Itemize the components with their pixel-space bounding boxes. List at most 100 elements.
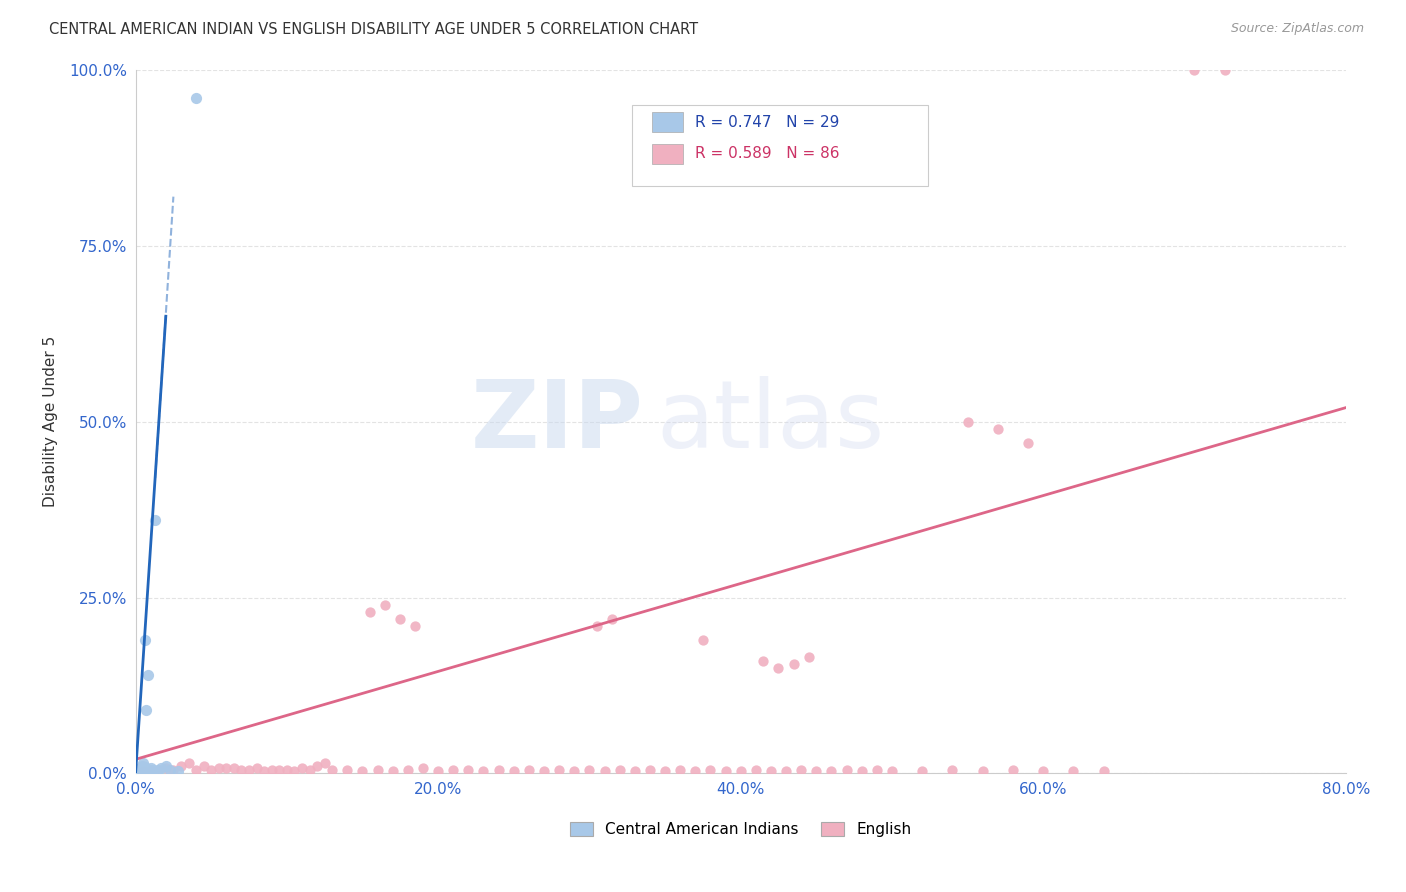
Point <box>208 761 231 775</box>
Point <box>291 761 314 775</box>
Point <box>752 654 775 668</box>
Point <box>759 764 782 779</box>
Point <box>135 703 157 717</box>
Point <box>880 764 903 779</box>
Point <box>1213 63 1236 78</box>
Point <box>472 764 495 779</box>
Point <box>148 763 170 777</box>
Point <box>136 668 159 682</box>
Point <box>517 763 540 777</box>
Point <box>134 760 156 774</box>
Point <box>142 763 165 777</box>
Point <box>139 763 162 777</box>
Point <box>359 605 381 619</box>
Point <box>231 763 253 777</box>
Point <box>806 764 828 779</box>
Point <box>298 763 321 777</box>
Point <box>260 763 283 777</box>
Point <box>1017 435 1039 450</box>
Point <box>956 415 979 429</box>
Point <box>790 763 813 777</box>
Point <box>578 763 600 777</box>
Point <box>600 612 623 626</box>
Point <box>745 763 768 777</box>
Legend: Central American Indians, English: Central American Indians, English <box>564 816 918 843</box>
Point <box>404 618 426 632</box>
Point <box>155 761 177 775</box>
Point <box>548 763 571 777</box>
Point <box>167 764 190 779</box>
Point <box>851 764 873 779</box>
Point <box>381 764 404 779</box>
Point <box>638 763 661 777</box>
Point <box>654 764 676 779</box>
Point <box>768 661 790 675</box>
Point <box>321 763 343 777</box>
Point <box>488 763 510 777</box>
Point <box>593 764 616 779</box>
Point <box>835 763 858 777</box>
Point <box>148 763 170 777</box>
Point <box>1032 764 1054 779</box>
Point <box>129 762 152 776</box>
Point <box>177 756 200 770</box>
Point <box>866 763 889 777</box>
FancyBboxPatch shape <box>631 105 928 186</box>
Point <box>1062 764 1084 779</box>
Point <box>132 756 155 770</box>
Point <box>129 761 152 775</box>
Point <box>184 91 207 105</box>
Point <box>412 761 434 775</box>
Point <box>1184 63 1206 78</box>
Point <box>139 764 162 778</box>
FancyBboxPatch shape <box>652 144 682 163</box>
Point <box>374 598 396 612</box>
Point <box>159 763 181 777</box>
Point <box>125 764 148 779</box>
Point <box>276 763 298 777</box>
Point <box>396 763 419 777</box>
Point <box>150 761 173 775</box>
Point <box>314 756 336 770</box>
Point <box>134 632 156 647</box>
Point <box>155 759 177 773</box>
Point <box>692 632 714 647</box>
Point <box>987 422 1010 436</box>
Point <box>141 764 163 779</box>
Point <box>184 763 207 777</box>
Point <box>170 759 193 773</box>
Point <box>131 759 153 773</box>
Text: atlas: atlas <box>657 376 884 467</box>
Point <box>128 763 150 777</box>
Point <box>669 763 692 777</box>
Point <box>775 764 797 779</box>
Point <box>457 763 479 777</box>
Text: CENTRAL AMERICAN INDIAN VS ENGLISH DISABILITY AGE UNDER 5 CORRELATION CHART: CENTRAL AMERICAN INDIAN VS ENGLISH DISAB… <box>49 22 699 37</box>
Point <box>367 763 389 777</box>
Point <box>127 764 149 779</box>
Point <box>1001 763 1024 777</box>
Text: R = 0.589   N = 86: R = 0.589 N = 86 <box>695 146 839 161</box>
Point <box>283 764 305 779</box>
Point <box>238 763 260 777</box>
Point <box>782 657 804 672</box>
Point <box>138 764 160 779</box>
Point <box>427 764 450 779</box>
Text: ZIP: ZIP <box>471 376 644 467</box>
Text: Source: ZipAtlas.com: Source: ZipAtlas.com <box>1230 22 1364 36</box>
Point <box>162 763 184 777</box>
Point <box>623 764 645 779</box>
Point <box>131 762 153 776</box>
Point <box>215 761 238 775</box>
Point <box>138 763 160 777</box>
Point <box>336 763 359 777</box>
Point <box>222 761 245 775</box>
Point <box>132 761 155 775</box>
Point <box>253 764 276 779</box>
Point <box>139 761 162 775</box>
Point <box>941 763 963 777</box>
FancyBboxPatch shape <box>652 112 682 132</box>
Point <box>586 618 609 632</box>
Point <box>132 764 155 779</box>
Point <box>269 763 291 777</box>
